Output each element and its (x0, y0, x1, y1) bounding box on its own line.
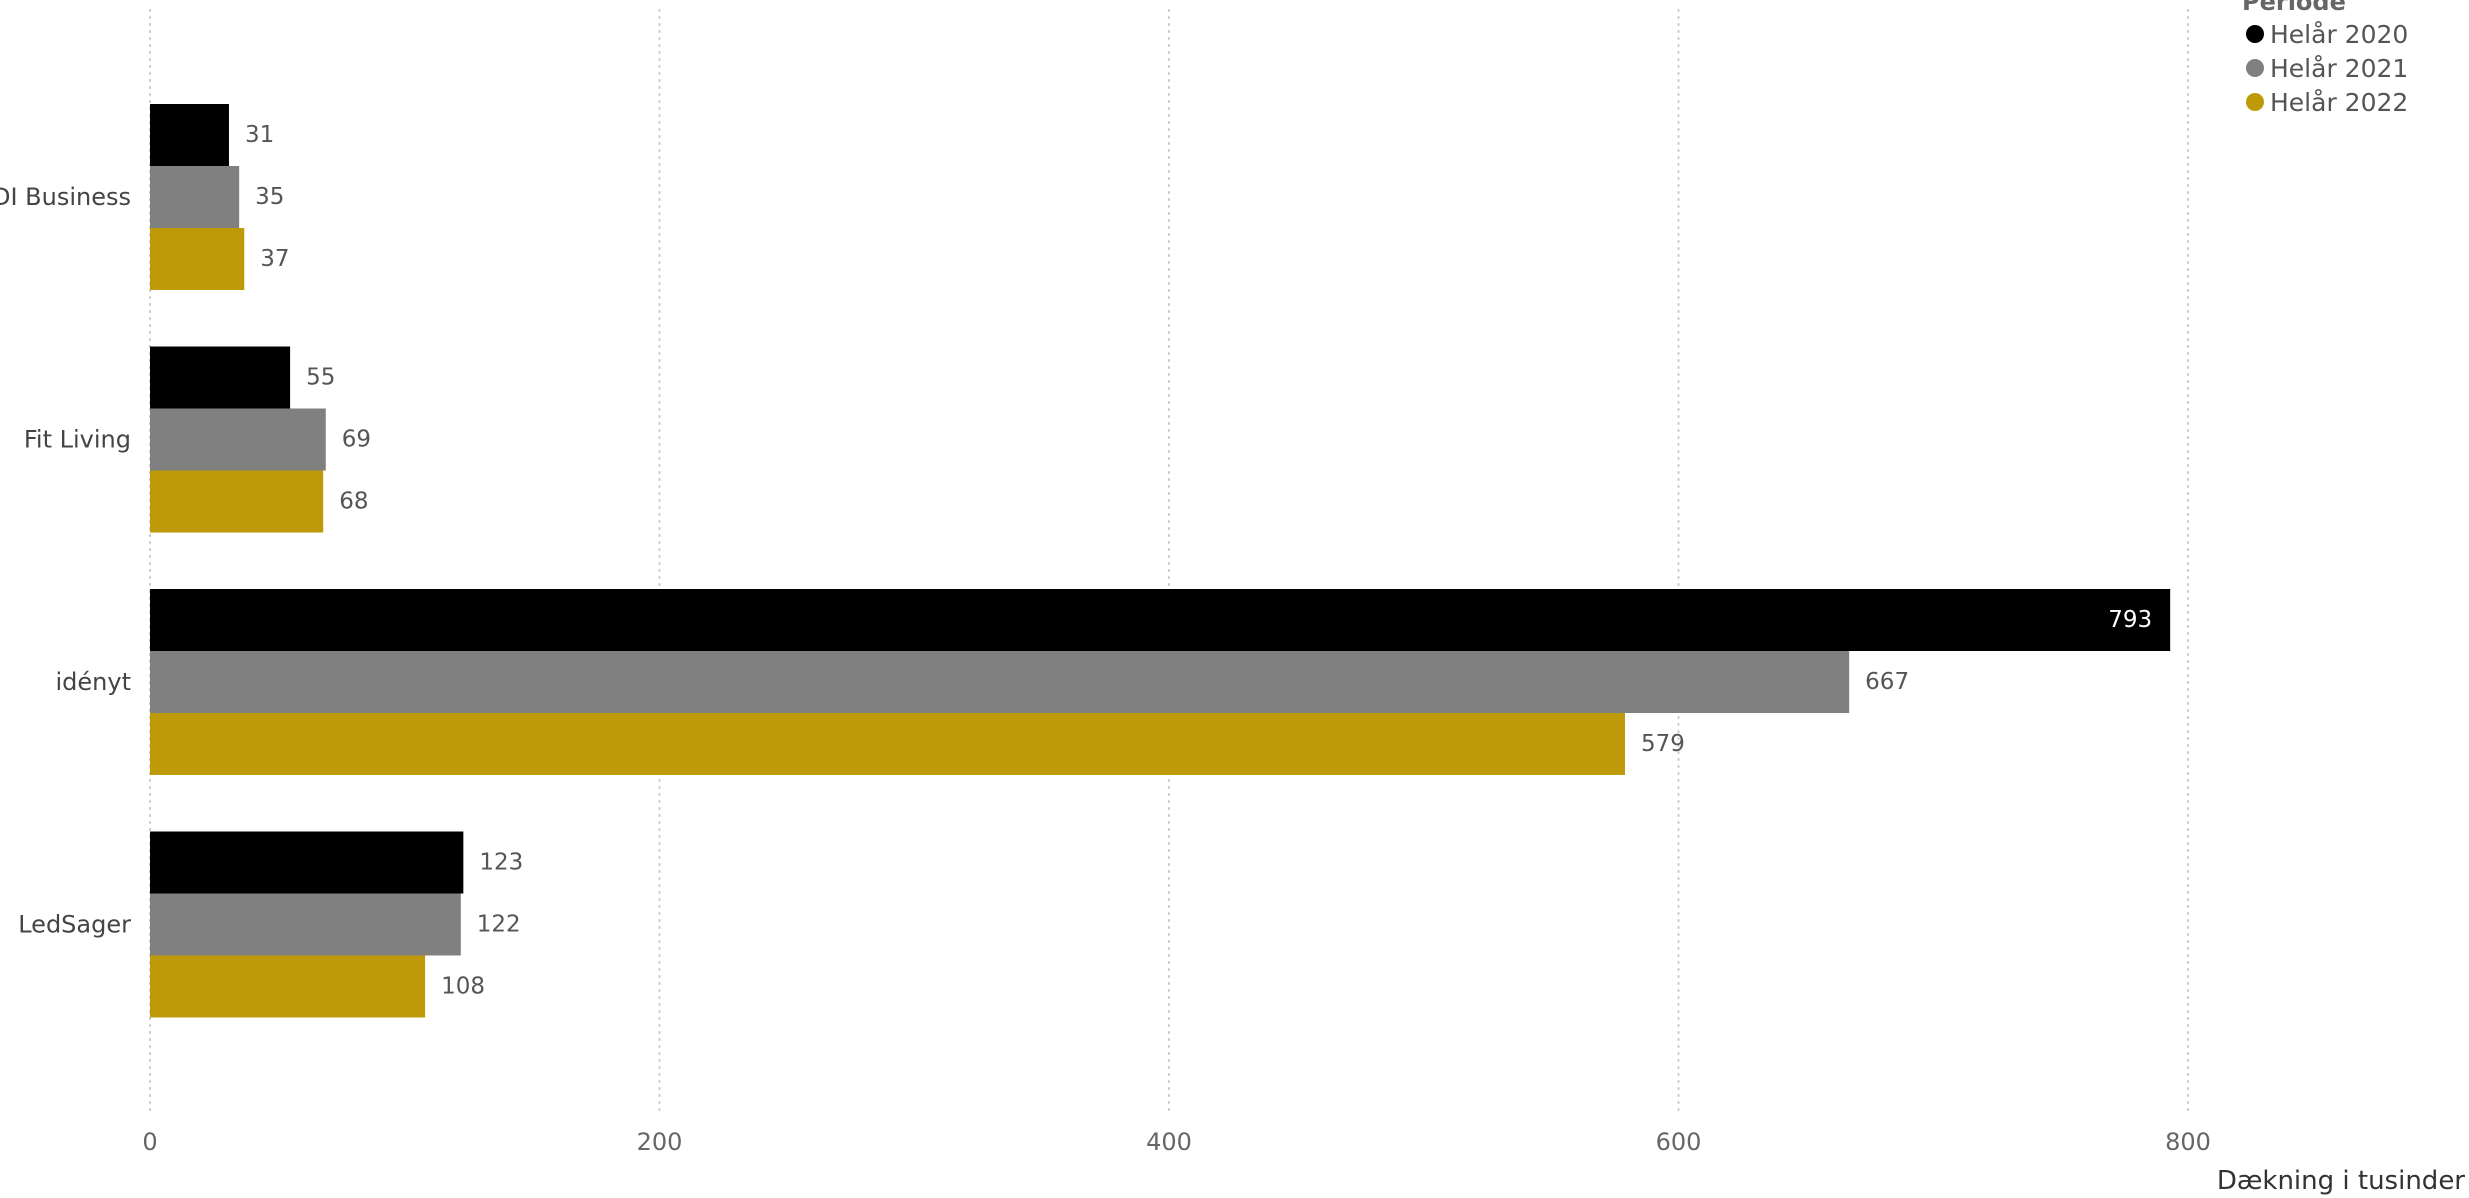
bar-id-nyt-2020[interactable] (150, 589, 2171, 651)
bars (150, 104, 2171, 1018)
x-tick-label-800: 800 (2165, 1128, 2211, 1156)
data-label-di-business-2022: 37 (260, 246, 289, 272)
data-label-fit-living-2020: 55 (306, 365, 335, 391)
data-label-fit-living-2021: 69 (342, 427, 371, 453)
bar-di-business-2020[interactable] (150, 104, 229, 166)
category-label-ledsager: LedSager (18, 911, 131, 939)
legend-dot-2020 (2246, 25, 2264, 43)
data-label-id-nyt-2020: 793 (2108, 607, 2152, 633)
x-tick-labels: 0 200 400 600 800 (142, 1128, 2211, 1156)
data-label-di-business-2020: 31 (245, 122, 274, 148)
category-labels: DI Business Fit Living idényt LedSager (0, 183, 131, 939)
bar-di-business-2021[interactable] (150, 166, 240, 228)
bar-fit-living-2021[interactable] (150, 408, 326, 471)
data-label-fit-living-2022: 68 (339, 489, 368, 515)
data-label-id-nyt-2021: 667 (1865, 669, 1909, 695)
legend-item-2020[interactable]: Helår 2020 (2242, 18, 2408, 50)
x-tick-label-400: 400 (1146, 1128, 1192, 1156)
category-label-fit-living: Fit Living (24, 426, 131, 454)
data-label-ledsager-2022: 108 (441, 974, 485, 1000)
legend-label-2022: Helår 2022 (2270, 87, 2409, 117)
bar-id-nyt-2021[interactable] (150, 651, 1850, 713)
bar-fit-living-2022[interactable] (150, 470, 324, 533)
bar-ledsager-2022[interactable] (150, 955, 426, 1018)
x-tick-label-200: 200 (637, 1128, 683, 1156)
data-label-ledsager-2020: 123 (479, 850, 523, 876)
legend-label-2020: Helår 2020 (2270, 19, 2409, 49)
data-labels: 31 35 37 55 69 68 793 667 579 123 122 108 (245, 122, 2152, 1000)
bar-fit-living-2020[interactable] (150, 346, 291, 409)
legend-label-2021: Helår 2021 (2270, 53, 2409, 83)
bar-ledsager-2020[interactable] (150, 831, 464, 894)
legend-dot-2021 (2246, 59, 2264, 77)
category-label-id-nyt: idényt (56, 668, 132, 696)
bar-ledsager-2021[interactable] (150, 893, 461, 956)
data-label-di-business-2021: 35 (255, 184, 284, 210)
legend-item-2022[interactable]: Helår 2022 (2242, 86, 2408, 118)
data-label-ledsager-2021: 122 (477, 912, 521, 938)
category-label-di-business: DI Business (0, 183, 131, 211)
x-tick-label-600: 600 (1656, 1128, 1702, 1156)
x-axis-title: Dækning i tusinder (2216, 1166, 2465, 1196)
legend-title: Periode (2242, 0, 2346, 16)
bar-id-nyt-2022[interactable] (150, 713, 1626, 775)
legend: Periode Helår 2020 Helår 2021 Helår 2022 (2242, 0, 2408, 118)
data-label-id-nyt-2022: 579 (1641, 731, 1685, 757)
bar-di-business-2022[interactable] (150, 228, 245, 290)
x-tick-label-0: 0 (142, 1128, 157, 1156)
legend-dot-2022 (2246, 93, 2264, 111)
legend-item-2021[interactable]: Helår 2021 (2242, 52, 2408, 84)
